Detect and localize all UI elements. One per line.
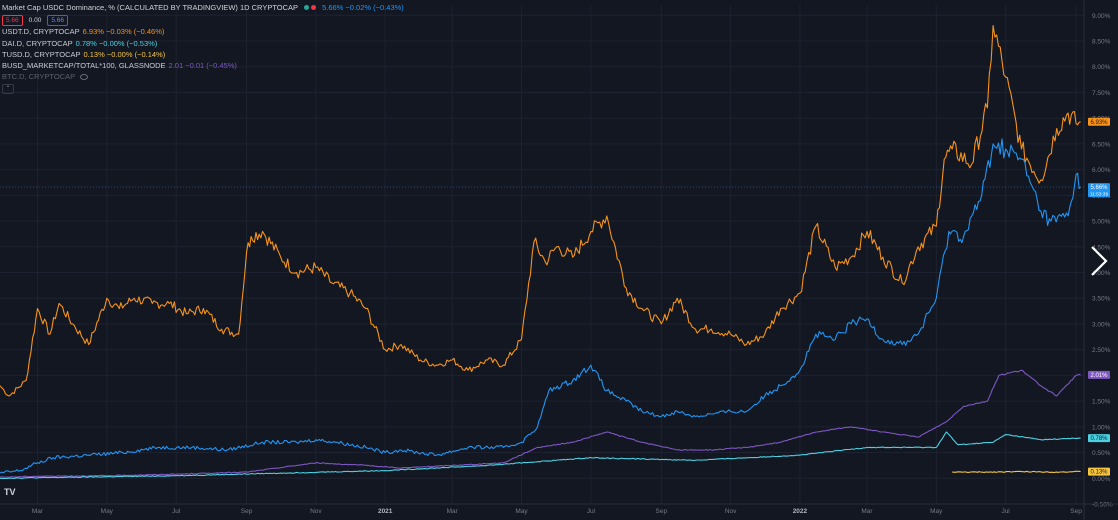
sell-price-box[interactable]: 5.66 xyxy=(2,14,23,26)
x-tick-label: 2021 xyxy=(378,508,393,515)
legend-series-value: 6.93% −0.03% (−0.46%) xyxy=(82,27,165,37)
chart-legend: Market Cap USDC Dominance, % (CALCULATED… xyxy=(2,2,404,94)
y-tick-label: -0.50% xyxy=(1092,502,1113,509)
y-tick-label: 7.50% xyxy=(1092,90,1111,97)
legend-row-busd[interactable]: BUSD_MARKETCAP/TOTAL*100, GLASSNODE 2.01… xyxy=(2,60,404,71)
last-value-label-bg xyxy=(1088,117,1110,126)
y-tick-label: 3.50% xyxy=(1092,296,1111,303)
last-value-label: 0.78% xyxy=(1090,436,1108,442)
y-tick-label: 1.50% xyxy=(1092,399,1111,406)
y-tick-label: 4.50% xyxy=(1092,244,1111,251)
x-tick-label: 2022 xyxy=(793,508,808,515)
legend-series-name: USDT.D, CRYPTOCAP xyxy=(2,27,80,37)
y-tick-label: 5.00% xyxy=(1092,219,1111,226)
legend-series-value: 0.78% −0.00% (−0.53%) xyxy=(75,38,158,48)
x-tick-label: May xyxy=(515,508,528,515)
countdown-label: 11:53:39 xyxy=(1090,192,1109,198)
y-tick-label: 0.50% xyxy=(1092,450,1111,457)
x-tick-label: Nov xyxy=(310,508,322,515)
collapse-legend-button[interactable]: ⌃ xyxy=(2,83,14,94)
series-line-3 xyxy=(0,431,1081,480)
y-tick-label: 6.50% xyxy=(1092,141,1111,148)
red-status-dot xyxy=(311,5,317,11)
x-tick-label: Sep xyxy=(656,508,668,515)
spread-price-box: 0.00 xyxy=(28,16,42,24)
last-value-label-bg xyxy=(1088,467,1110,476)
series-line-2 xyxy=(0,369,1081,478)
buy-price-box[interactable]: 5.66 xyxy=(47,14,68,26)
x-tick-label: Jul xyxy=(587,508,596,515)
chevron-right-icon[interactable] xyxy=(1088,244,1110,278)
legend-row-dai[interactable]: DAI.D, CRYPTOCAP 0.78% −0.00% (−0.53%) xyxy=(2,38,404,49)
price-box-row: 5.66 0.00 5.66 xyxy=(2,14,404,26)
series-line-1 xyxy=(0,138,1081,474)
legend-row-usdt[interactable]: USDT.D, CRYPTOCAP 6.93% −0.03% (−0.46%) xyxy=(2,26,404,37)
y-tick-label: 8.50% xyxy=(1092,39,1111,46)
x-tick-label: Sep xyxy=(1070,508,1082,515)
y-tick-label: 9.00% xyxy=(1092,13,1111,20)
last-value-label: 6.93% xyxy=(1090,120,1108,126)
series-line-4 xyxy=(952,470,1081,474)
hidden-eye-icon[interactable] xyxy=(80,74,89,81)
y-tick-label: 0.00% xyxy=(1092,476,1111,483)
legend-series-value: 2.01 −0.01 (−0.45%) xyxy=(168,61,237,71)
x-tick-label: Jul xyxy=(172,508,181,515)
last-value-label-bg xyxy=(1088,370,1110,379)
last-value-label: 5.66% xyxy=(1090,185,1108,191)
y-tick-label: 1.00% xyxy=(1092,424,1111,431)
y-tick-label: 4.00% xyxy=(1092,270,1111,277)
last-value-label-bg xyxy=(1088,183,1110,198)
legend-series-name: TUSD.D, CRYPTOCAP xyxy=(2,49,81,59)
x-tick-label: Nov xyxy=(725,508,737,515)
x-tick-label: Mar xyxy=(32,508,44,515)
x-tick-label: May xyxy=(101,508,114,515)
y-tick-label: 8.00% xyxy=(1092,64,1111,71)
legend-series-value: 0.13% −0.00% (−0.14%) xyxy=(83,49,166,59)
x-tick-label: Jul xyxy=(1001,508,1010,515)
legend-series-name: DAI.D, CRYPTOCAP xyxy=(2,38,73,48)
x-tick-label: Sep xyxy=(241,508,253,515)
x-tick-label: Mar xyxy=(447,508,459,515)
status-dots xyxy=(304,5,317,11)
series-line-0 xyxy=(0,25,1081,397)
tradingview-logo: TV xyxy=(4,487,16,497)
legend-title-row[interactable]: Market Cap USDC Dominance, % (CALCULATED… xyxy=(2,2,404,13)
legend-title-value: 5.66% −0.02% (−0.43%) xyxy=(322,3,404,12)
y-tick-label: 6.00% xyxy=(1092,167,1111,174)
y-tick-label: 2.50% xyxy=(1092,347,1111,354)
last-value-label: 2.01% xyxy=(1090,373,1108,379)
last-value-label-bg xyxy=(1088,434,1110,443)
last-value-label: 0.13% xyxy=(1090,470,1108,476)
y-tick-label: 3.00% xyxy=(1092,321,1111,328)
x-tick-label: Mar xyxy=(861,508,873,515)
legend-series-name: BUSD_MARKETCAP/TOTAL*100, GLASSNODE xyxy=(2,61,166,71)
legend-row-tusd[interactable]: TUSD.D, CRYPTOCAP 0.13% −0.00% (−0.14%) xyxy=(2,49,404,60)
legend-series-name-hidden: BTC.D, CRYPTOCAP xyxy=(2,72,76,82)
green-status-dot xyxy=(304,5,310,11)
legend-row-btc[interactable]: BTC.D, CRYPTOCAP xyxy=(2,71,404,82)
x-tick-label: May xyxy=(930,508,943,515)
legend-title: Market Cap USDC Dominance, % (CALCULATED… xyxy=(2,3,299,12)
